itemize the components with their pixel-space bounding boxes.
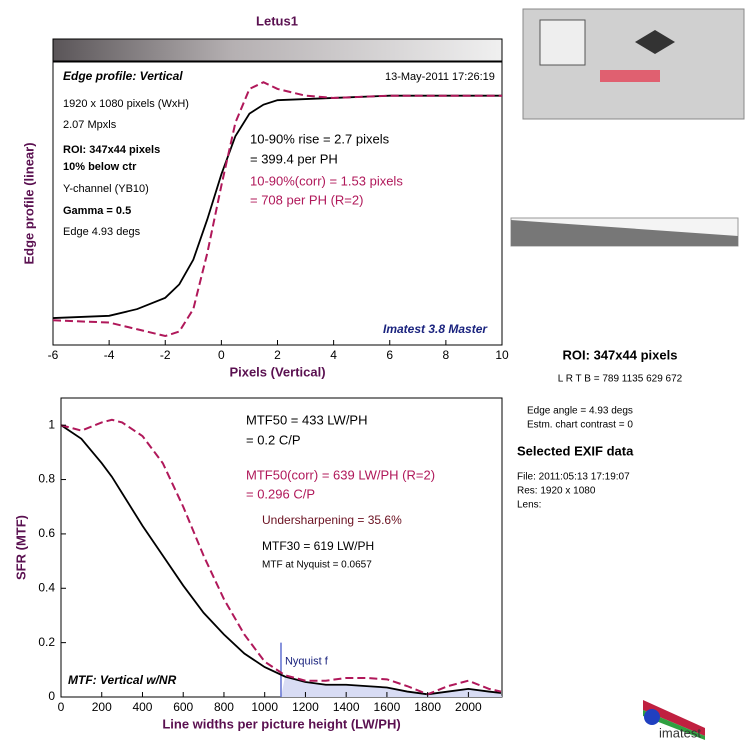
x-tick-label: -4 xyxy=(104,348,115,362)
exif-res: Res: 1920 x 1080 xyxy=(517,486,596,497)
roi-label: ROI: 347x44 pixels xyxy=(563,347,678,362)
thumbnail-detail xyxy=(539,19,586,66)
annotation: ROI: 347x44 pixels xyxy=(63,144,160,156)
annotation: 13-May-2011 17:26:19 xyxy=(385,71,495,83)
annotation: MTF: Vertical w/NR xyxy=(68,673,177,687)
y-axis-label: SFR (MTF) xyxy=(13,515,28,580)
x-tick-label: -6 xyxy=(48,348,59,362)
annotation: Gamma = 0.5 xyxy=(63,205,131,217)
logo-ball xyxy=(644,709,660,725)
x-tick-label: 4 xyxy=(330,348,337,362)
y-tick-label: 0 xyxy=(48,689,55,703)
y-tick-label: 0.8 xyxy=(38,472,55,486)
x-tick-label: 2000 xyxy=(455,700,482,714)
x-tick-label: 10 xyxy=(495,348,509,362)
x-axis-label: Pixels (Vertical) xyxy=(229,364,325,379)
series-line xyxy=(52,81,502,338)
annotation: Edge 4.93 degs xyxy=(63,226,141,238)
x-tick-label: 1000 xyxy=(251,700,278,714)
contrast: Estm. chart contrast = 0 xyxy=(527,420,633,431)
y-tick-label: 0.6 xyxy=(38,526,55,540)
roi-coords: L R T B = 789 1135 629 672 xyxy=(558,374,683,385)
x-tick-label: 1400 xyxy=(333,700,360,714)
gradient-bar xyxy=(52,38,503,62)
exif-title: Selected EXIF data xyxy=(517,443,634,458)
annotation: 10% below ctr xyxy=(63,161,137,173)
annotation: Y-channel (YB10) xyxy=(63,183,149,195)
series-line xyxy=(60,418,502,696)
logo-stripe xyxy=(643,700,705,736)
annotation: MTF50 = 433 LW/PH xyxy=(246,412,368,427)
annotation: Undersharpening = 35.6% xyxy=(262,513,402,527)
y-tick-label: 0.4 xyxy=(38,580,55,594)
annotation: = 708 per PH (R=2) xyxy=(250,192,363,207)
thumbnail-detail xyxy=(635,30,675,54)
side-panel: ROI: 347x44 pixels L R T B = 789 1135 62… xyxy=(517,347,705,740)
nyquist-label: Nyquist f xyxy=(285,656,329,668)
roi-edge xyxy=(511,220,738,246)
plot-area xyxy=(52,61,503,346)
x-tick-label: 2 xyxy=(274,348,281,362)
exif-file: File: 2011:05:13 17:19:07 xyxy=(517,472,630,483)
exif-lens: Lens: xyxy=(517,500,541,511)
annotation: MTF30 = 619 LW/PH xyxy=(262,539,374,553)
roi-highlight xyxy=(600,70,660,82)
logo-text: imatest xyxy=(659,725,701,740)
annotation: = 0.296 C/P xyxy=(246,486,315,501)
annotation: 10-90% rise = 2.7 pixels xyxy=(250,131,390,146)
x-tick-label: 600 xyxy=(173,700,193,714)
x-tick-label: 1600 xyxy=(374,700,401,714)
annotation: MTF at Nyquist = 0.0657 xyxy=(262,560,372,571)
annotation: 1920 x 1080 pixels (WxH) xyxy=(63,98,189,110)
x-axis-label: Line widths per picture height (LW/PH) xyxy=(162,716,400,731)
annotation: = 399.4 per PH xyxy=(250,151,338,166)
y-tick-label: 1 xyxy=(48,417,55,431)
annotation: 10-90%(corr) = 1.53 pixels xyxy=(250,173,403,188)
x-tick-label: 1200 xyxy=(292,700,319,714)
annotation: = 0.2 C/P xyxy=(246,432,301,447)
x-tick-label: 0 xyxy=(218,348,225,362)
y-tick-label: 0.2 xyxy=(38,635,55,649)
x-tick-label: 400 xyxy=(132,700,152,714)
x-tick-label: 6 xyxy=(386,348,393,362)
x-tick-label: 0 xyxy=(58,700,65,714)
edge-angle: Edge angle = 4.93 degs xyxy=(527,406,633,417)
annotation: MTF50(corr) = 639 LW/PH (R=2) xyxy=(246,467,435,482)
chart-title: Letus1 xyxy=(256,13,298,28)
y-axis-label: Edge profile (linear) xyxy=(21,142,36,264)
x-tick-label: 8 xyxy=(443,348,450,362)
x-tick-label: -2 xyxy=(160,348,171,362)
x-tick-label: 200 xyxy=(92,700,112,714)
annotation: Edge profile: Vertical xyxy=(63,69,183,83)
x-tick-label: 1800 xyxy=(414,700,441,714)
annotation: Imatest 3.8 Master xyxy=(383,322,488,336)
annotation: 2.07 Mpxls xyxy=(63,119,117,131)
x-tick-label: 800 xyxy=(214,700,234,714)
